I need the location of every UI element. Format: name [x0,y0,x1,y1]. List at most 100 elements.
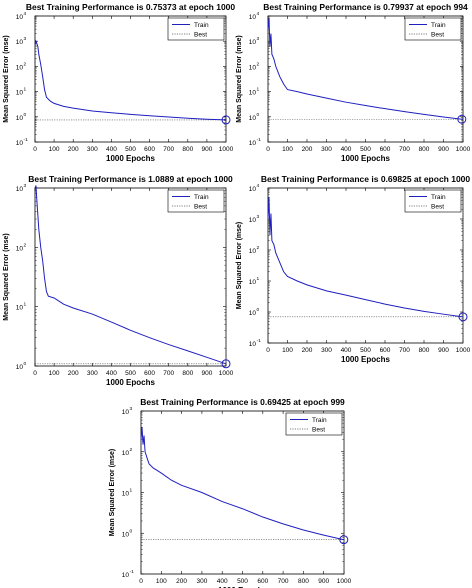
x-tick-label: 0 [266,146,270,153]
best-marker [221,115,231,125]
y-tick-label: 10 [249,248,257,255]
x-tick-label: 900 [201,370,212,377]
legend-best-label: Best [431,204,444,211]
y-tick-label: 10 [249,115,257,122]
x-tick-label: 300 [321,347,332,354]
y-tick-label: 10 [16,39,24,46]
y-tick-label: 10 [249,217,257,224]
x-tick-label: 800 [182,146,193,153]
best-marker [457,114,467,124]
x-tick-label: 500 [125,146,136,153]
x-tick-label: 1000 [219,146,234,153]
y-tick-exponent: 3 [257,214,260,220]
best-marker [339,535,349,545]
y-tick-label: 10 [249,64,257,71]
y-tick-exponent: -1 [24,137,29,143]
x-tick-label: 700 [399,146,410,153]
x-tick-label: 300 [321,146,332,153]
y-tick-exponent: 1 [257,87,260,93]
x-tick-label: 700 [163,146,174,153]
x-tick-label: 0 [33,146,37,153]
x-tick-label: 900 [438,146,449,153]
chart-title: Best Training Performance is 0.69425 at … [140,397,345,407]
x-tick-label: 0 [266,347,270,354]
plot-area [267,187,464,344]
chart-4: Best Training Performance is 0.69825 at … [236,174,471,364]
x-tick-label: 700 [399,347,410,354]
y-tick-label: 10 [249,279,257,286]
x-tick-label: 200 [176,578,187,585]
chart-title: Best Training Performance is 0.79937 at … [263,2,468,12]
x-tick-label: 300 [87,146,98,153]
y-tick-exponent: -1 [257,338,262,344]
legend-best-label: Best [194,32,207,39]
y-tick-exponent: 2 [130,447,133,453]
legend-train-label: Train [431,22,446,29]
x-axis-label: 1000 Epochs [106,378,155,387]
chart-3: Best Training Performance is 1.0889 at e… [3,174,234,387]
legend-box [404,189,462,213]
x-tick-label: 400 [341,347,352,354]
chart-title: Best Training Performance is 0.75373 at … [26,2,236,12]
y-tick-label: 10 [122,450,130,457]
best-marker [221,359,231,369]
chart-1: Best Training Performance is 0.75373 at … [3,2,235,163]
chart-title: Best Training Performance is 1.0889 at e… [28,174,233,184]
y-tick-exponent: 2 [24,242,27,248]
legend-train-label: Train [431,194,446,201]
legend-best-label: Best [312,427,325,434]
x-tick-label: 1000 [456,146,471,153]
train-line [267,197,464,318]
legend-box [167,189,225,213]
train-line [34,185,227,365]
x-tick-label: 600 [144,370,155,377]
chart-2: Best Training Performance is 0.79937 at … [236,2,471,163]
legend: Train Best [404,17,462,41]
y-tick-label: 10 [249,90,257,97]
x-tick-label: 700 [163,370,174,377]
y-tick-exponent: 3 [257,36,260,42]
legend: Train Best [404,189,462,213]
y-tick-exponent: 1 [24,302,27,308]
y-tick-label: 10 [16,245,24,252]
x-tick-label: 400 [217,578,228,585]
x-tick-label: 600 [144,146,155,153]
x-tick-label: 400 [106,146,117,153]
legend-best-label: Best [431,32,444,39]
y-tick-label: 10 [122,409,130,416]
x-tick-label: 300 [196,578,207,585]
y-tick-label: 10 [16,64,24,71]
x-tick-label: 1000 [337,578,352,585]
x-tick-label: 300 [87,370,98,377]
legend: Train Best [167,189,225,213]
y-tick-exponent: 0 [24,361,27,367]
x-axis-label: 1000 Epochs [106,154,155,163]
y-tick-label: 10 [16,140,24,147]
legend: Train Best [167,17,225,41]
legend: Train Best [285,412,343,436]
legend-best-label: Best [194,204,207,211]
y-tick-exponent: -1 [130,569,135,575]
x-tick-label: 100 [282,146,293,153]
y-tick-label: 10 [249,14,257,21]
x-tick-label: 600 [380,347,391,354]
y-tick-exponent: 4 [257,183,260,189]
y-tick-label: 10 [122,531,130,538]
y-tick-exponent: 3 [24,36,27,42]
y-tick-exponent: 1 [257,276,260,282]
y-tick-exponent: 1 [130,488,133,494]
x-tick-label: 600 [380,146,391,153]
x-tick-label: 400 [106,370,117,377]
y-tick-exponent: 0 [24,112,27,118]
x-tick-label: 200 [68,146,79,153]
y-tick-exponent: 2 [257,245,260,251]
y-tick-label: 10 [249,140,257,147]
y-tick-label: 10 [16,14,24,21]
legend-box [285,412,343,436]
chart-title: Best Training Performance is 0.69825 at … [261,174,471,184]
x-tick-label: 200 [68,370,79,377]
x-axis-label: 1000 Epochs [341,355,390,364]
y-tick-exponent: 2 [257,61,260,67]
train-line [267,18,464,120]
y-tick-label: 10 [16,364,24,371]
